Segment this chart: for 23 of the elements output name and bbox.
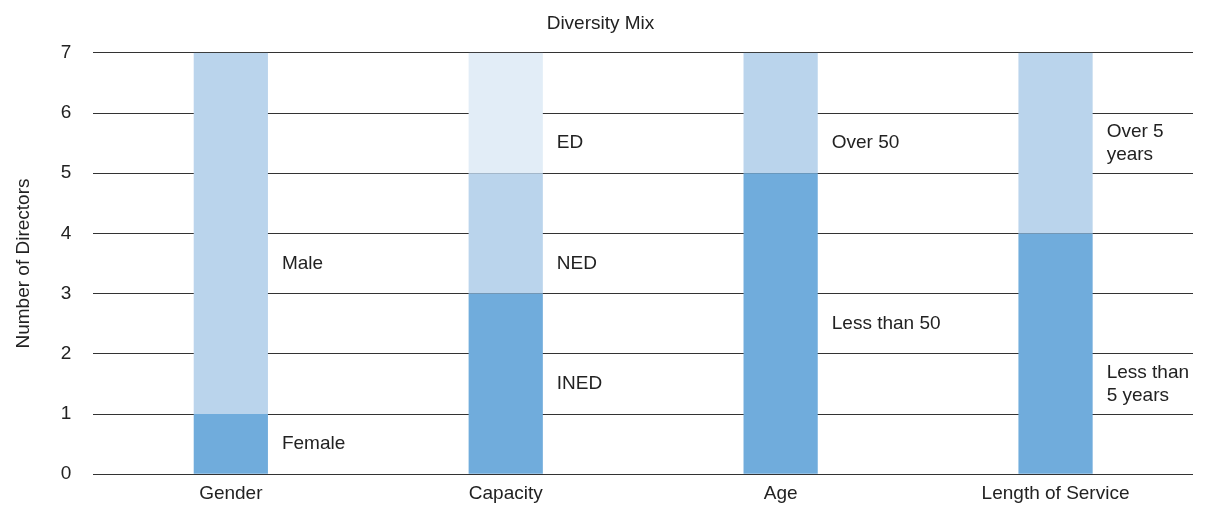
series-label: ED (556, 131, 584, 153)
series-label: Over 50 (831, 131, 900, 153)
x-tick-label: Capacity (468, 481, 544, 503)
y-tick-label: 2 (60, 342, 72, 364)
series-label: Female (281, 432, 346, 454)
x-tick-label: Age (763, 481, 798, 503)
series-label: Over 5 years (1106, 119, 1164, 164)
series-label: NED (556, 251, 597, 273)
y-tick-label: 5 (60, 161, 72, 183)
y-tick-label: 0 (60, 462, 72, 484)
y-tick-label: 6 (60, 101, 72, 123)
x-tick-label: Length of Service (981, 481, 1130, 503)
series-label: Less than 50 (831, 311, 941, 333)
y-tick-label: 3 (60, 281, 72, 303)
series-label: Less than 5 years (1106, 360, 1190, 405)
series-label: INED (556, 371, 603, 393)
y-axis-title: Number of Directors (11, 178, 33, 349)
series-label: Male (281, 251, 324, 273)
y-tick-label: 1 (60, 402, 72, 424)
chart-title: Diversity Mix (546, 11, 655, 33)
y-tick-label: 4 (60, 221, 72, 243)
x-tick-label: Gender (199, 481, 264, 503)
y-tick-label: 7 (60, 41, 72, 63)
